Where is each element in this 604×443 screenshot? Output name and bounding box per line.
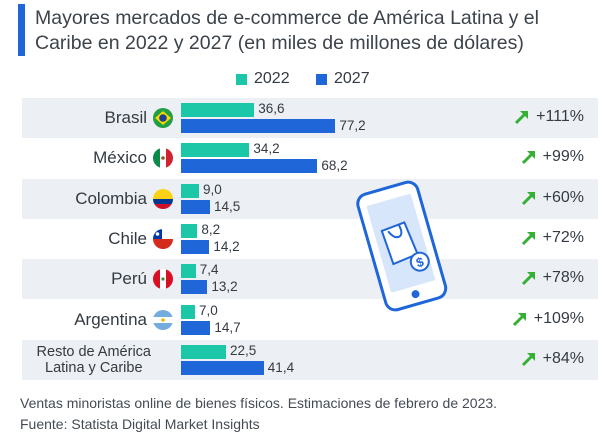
footer-source: Fuente: Statista Digital Market Insights — [20, 416, 260, 432]
value-label-2022: 36,6 — [258, 101, 285, 117]
category-label: Colombia — [75, 189, 147, 209]
growth-percent: +109% — [533, 309, 584, 327]
value-label-2022: 9,0 — [203, 181, 222, 197]
legend-item-2027: 2027 — [316, 70, 370, 88]
bar-2027 — [181, 240, 210, 255]
colombia-flag-icon — [153, 188, 173, 209]
trend-up-arrow-icon — [521, 232, 535, 246]
category-label-line: Colombia — [75, 188, 147, 208]
value-label-2022: 8,2 — [201, 222, 221, 238]
value-label-2027: 68,2 — [321, 158, 348, 174]
legend-label-2027: 2027 — [334, 70, 370, 87]
peru-flag-icon — [153, 269, 173, 290]
bar-2022 — [181, 344, 226, 359]
bar-2022 — [181, 304, 195, 319]
trend-up-arrow-icon — [512, 312, 526, 326]
category-label-line: Resto de América — [36, 343, 151, 360]
category-label: México — [93, 148, 147, 168]
growth-percent: +60% — [542, 188, 584, 206]
growth-percent: +99% — [542, 148, 584, 166]
title-accent-bar — [18, 4, 25, 56]
mexico-flag-icon — [153, 148, 173, 169]
value-label-2027: 77,2 — [339, 118, 366, 134]
row-band — [22, 178, 598, 219]
trend-up-arrow-icon — [521, 352, 535, 366]
category-label: Brasil — [104, 108, 147, 128]
growth-percent: +78% — [542, 269, 584, 287]
growth-indicator: +111% — [500, 108, 584, 126]
legend-swatch-2027 — [316, 73, 327, 85]
bar-2022 — [181, 264, 196, 279]
growth-indicator: +60% — [500, 189, 584, 207]
legend-label-2022: 2022 — [254, 70, 290, 87]
legend-item-2022: 2022 — [236, 70, 290, 88]
row-band — [22, 259, 598, 300]
category-label-line: México — [93, 148, 147, 168]
bar-2027 — [181, 199, 210, 214]
growth-indicator: +72% — [500, 229, 584, 247]
bar-2027 — [181, 280, 208, 295]
category-label: Argentina — [74, 310, 147, 330]
value-label-2027: 14,7 — [214, 319, 241, 335]
category-label: Resto de América Latina y Caribe — [37, 344, 151, 376]
value-label-2022: 34,2 — [253, 141, 280, 157]
category-label: Perú — [111, 269, 147, 289]
bar-2022 — [181, 183, 199, 198]
trend-up-arrow-icon — [521, 191, 535, 205]
growth-percent: +72% — [542, 229, 584, 247]
growth-indicator: +84% — [500, 350, 584, 368]
brazil-flag-icon — [153, 108, 173, 129]
trend-up-arrow-icon — [521, 272, 535, 286]
value-label-2027: 14,5 — [214, 198, 241, 214]
growth-indicator: +99% — [500, 148, 584, 166]
footer-note: Ventas minoristas online de bienes físic… — [20, 395, 498, 411]
legend-swatch-2022 — [236, 73, 247, 85]
growth-indicator: +109% — [500, 310, 584, 328]
bar-2022 — [181, 143, 250, 158]
value-label-2027: 41,4 — [267, 359, 295, 375]
smartphone-shopping-icon: $ — [356, 180, 448, 312]
bar-2027 — [181, 360, 264, 375]
trend-up-arrow-icon — [515, 111, 529, 125]
value-label-2022: 7,0 — [199, 302, 218, 318]
argentina-flag-icon — [153, 309, 173, 330]
category-label-line: Chile — [108, 229, 147, 249]
svg-text:$: $ — [414, 254, 426, 271]
bar-2027 — [181, 159, 318, 174]
chart-title: Mayores mercados de e-commerce de Améric… — [35, 7, 539, 54]
value-label-2022: 22,5 — [230, 342, 257, 358]
bar-2027 — [181, 119, 336, 134]
bar-2027 — [181, 320, 211, 335]
trend-up-arrow-icon — [521, 151, 535, 165]
growth-indicator: +78% — [500, 269, 584, 287]
value-label-2027: 14,2 — [213, 239, 240, 255]
growth-percent: +84% — [542, 349, 584, 367]
category-label-line: Brasil — [104, 108, 147, 128]
category-label: Chile — [108, 229, 147, 249]
chart-legend: 2022 2027 — [0, 70, 604, 90]
bar-2022 — [181, 224, 198, 239]
category-label-line: Perú — [111, 269, 147, 289]
row-band — [22, 339, 598, 381]
category-label-line: Argentina — [74, 309, 147, 329]
growth-percent: +111% — [536, 108, 584, 126]
value-label-2027: 13,2 — [211, 279, 238, 295]
value-label-2022: 7,4 — [199, 262, 219, 278]
bar-2022 — [181, 103, 255, 118]
chile-flag-icon — [153, 229, 173, 250]
category-label-line: Latina y Caribe — [45, 359, 143, 376]
